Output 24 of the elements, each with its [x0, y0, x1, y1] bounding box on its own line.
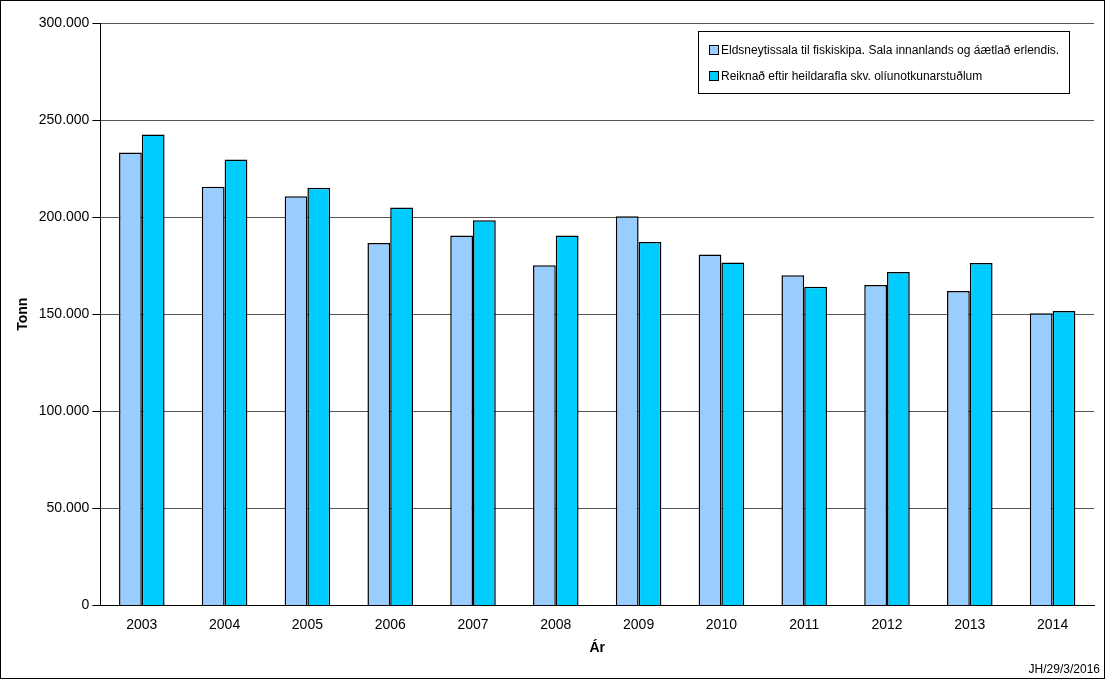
legend-label: Reiknað eftir heildarafla skv. olíunotkunarstuðlum: [721, 69, 983, 83]
x-tick-label: 2011: [789, 615, 820, 632]
x-axis-title: Ár: [589, 639, 606, 656]
legend-label: Eldsneytissala til fiskiskipa. Sala innanlands og áætlað erlendis.: [721, 43, 1060, 57]
x-tick-label: 2005: [291, 615, 324, 632]
x-tick-label: 2012: [871, 615, 903, 632]
x-tick-label: 2003: [126, 615, 158, 632]
y-tick-label: 100.000: [38, 402, 90, 419]
x-tick-label: 2004: [209, 615, 241, 632]
x-tick-label: 2008: [540, 615, 572, 632]
text: JH/29/3/2016: [1028, 662, 1100, 676]
x-tick-label: 2014: [1037, 615, 1069, 632]
y-tick-label: 300.000: [38, 13, 90, 30]
y-axis-title: Tonn: [14, 297, 31, 331]
y-tick-label: 200.000: [38, 207, 90, 224]
x-tick-label: 2009: [623, 615, 655, 632]
y-tick-label: 50.000: [46, 499, 90, 516]
y-tick-label: 250.000: [38, 110, 90, 127]
y-tick-label: 150.000: [38, 305, 90, 322]
x-tick-label: 2006: [374, 615, 406, 632]
y-tick-label: 0: [81, 596, 90, 613]
x-tick-label: 2013: [954, 615, 986, 632]
x-tick-label: 2010: [705, 615, 738, 632]
x-tick-label: 2007: [457, 615, 489, 632]
